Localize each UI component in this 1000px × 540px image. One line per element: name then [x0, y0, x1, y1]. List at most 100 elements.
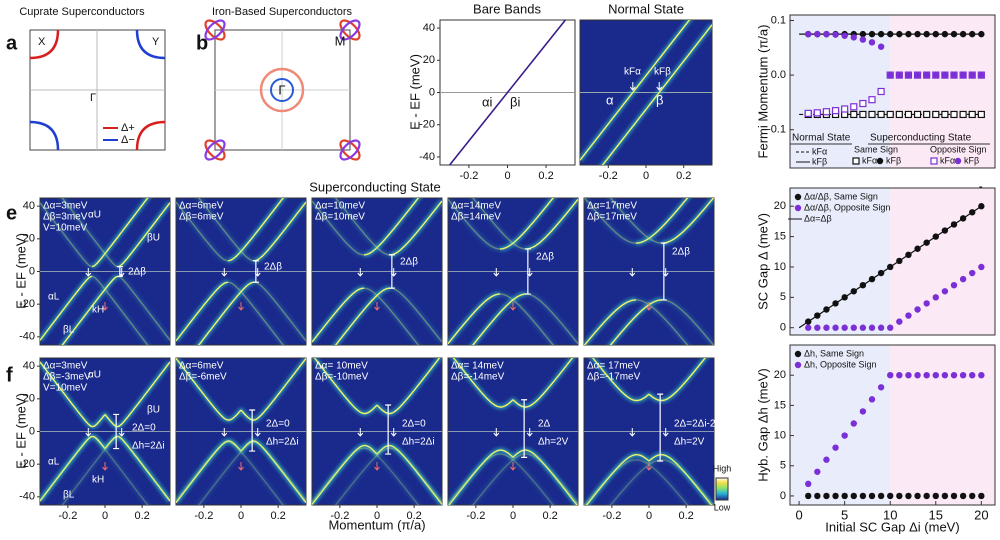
band-glow: [312, 199, 364, 258]
x-tick-label: 0: [238, 510, 244, 522]
point: [823, 492, 830, 500]
legend-label: kFα: [812, 146, 827, 156]
band: [580, 20, 691, 161]
gap-bracket: [657, 393, 664, 462]
point: [913, 110, 922, 119]
band-glow: [607, 198, 662, 246]
band-glow: [59, 433, 170, 505]
point: [805, 324, 812, 331]
band-glow: [254, 279, 306, 343]
point: [823, 324, 830, 331]
point: [805, 492, 812, 500]
point-label: Γ: [278, 82, 285, 97]
point: [831, 107, 840, 115]
band: [117, 275, 170, 341]
annotation: βL: [63, 490, 75, 501]
parameter: V=10meV: [43, 223, 88, 234]
point: [959, 492, 967, 500]
legend-swatch: [794, 193, 802, 201]
x-axis-label: Momentum (π/a): [328, 517, 425, 532]
point: [841, 432, 848, 439]
gap-bracket: [252, 260, 259, 283]
legend-swatch: [954, 157, 962, 165]
hole-pocket: [259, 67, 305, 113]
band-glow: [195, 439, 306, 505]
point: [959, 371, 967, 379]
annotation: 2Δβ: [400, 257, 418, 268]
spectrum-content: [176, 358, 306, 505]
legend-group: Same Sign: [854, 144, 898, 154]
x-tick-label: 0.2: [676, 170, 691, 182]
y-tick-label: -40: [19, 331, 35, 343]
point: [896, 30, 903, 38]
y-tick-label: -40: [19, 491, 35, 503]
plot-frame: [789, 187, 996, 336]
band: [334, 447, 442, 505]
band: [61, 198, 119, 268]
y-tick-label: -20: [19, 298, 35, 310]
panel-title: Bare Bands: [473, 1, 541, 16]
band-glow: [176, 200, 228, 264]
point: [950, 371, 958, 379]
parameter: Δβ=-3meV: [43, 372, 91, 383]
annotation: 2Δβ: [536, 252, 554, 263]
legend-label: kFβ: [812, 156, 827, 166]
legend-label: Δh, Opposite Sign: [804, 359, 877, 369]
arrow: [629, 428, 669, 437]
gap-bracket: [388, 254, 395, 289]
annotation: kH: [92, 475, 104, 486]
x-tick-label: -0.2: [194, 510, 213, 522]
band-label: αi: [482, 94, 493, 109]
point: [914, 492, 921, 500]
legend-label: kFβ: [886, 155, 901, 165]
point: [841, 105, 849, 113]
point: [969, 371, 976, 379]
point: [859, 36, 867, 43]
arrow: [85, 428, 125, 437]
point: [941, 110, 949, 119]
band: [198, 441, 306, 505]
fermi-arc: [135, 29, 166, 60]
band: [312, 287, 364, 343]
spectrum-content: [312, 358, 442, 505]
parameter: Δα=14meV: [451, 201, 501, 212]
point: [850, 103, 858, 111]
parameter: Δα=6meV: [179, 361, 224, 372]
band: [61, 275, 119, 345]
y-tick-label: 40: [23, 360, 35, 372]
point: [841, 324, 848, 331]
point: [886, 110, 894, 119]
annotation: 2Δ=0: [266, 419, 290, 430]
x-tick-label: 0.2: [134, 510, 149, 522]
arrow: [238, 462, 244, 471]
point: [969, 30, 976, 38]
y-tick-label: 20: [23, 393, 35, 405]
y-tick-label: 40: [23, 200, 35, 212]
point: [969, 492, 976, 500]
parameter: Δβ=14meV: [451, 212, 501, 223]
x-tick-label: -0.2: [599, 170, 618, 182]
legend-label: Δh, Same Sign: [804, 348, 864, 358]
gap-bracket: [521, 399, 528, 458]
parameter: Δα= 10meV: [315, 361, 368, 372]
x-tick-label: 5: [841, 507, 848, 522]
annotation: βL: [63, 325, 75, 336]
point: [978, 71, 985, 79]
annotation: 2Δ: [538, 419, 551, 430]
arrow: [102, 462, 108, 471]
point: [859, 324, 867, 331]
annotation: 2Δ=0: [402, 419, 426, 430]
point: [841, 32, 848, 39]
point: [923, 300, 930, 307]
arrow: [510, 462, 516, 471]
arrow: [493, 268, 533, 277]
point: [887, 371, 894, 379]
band-label: α: [606, 92, 614, 107]
point: [950, 492, 958, 500]
band-glow: [469, 451, 578, 505]
point: [868, 492, 876, 500]
gap-bracket: [660, 242, 667, 301]
arrow: [646, 462, 652, 471]
shaded-region: [790, 345, 891, 505]
